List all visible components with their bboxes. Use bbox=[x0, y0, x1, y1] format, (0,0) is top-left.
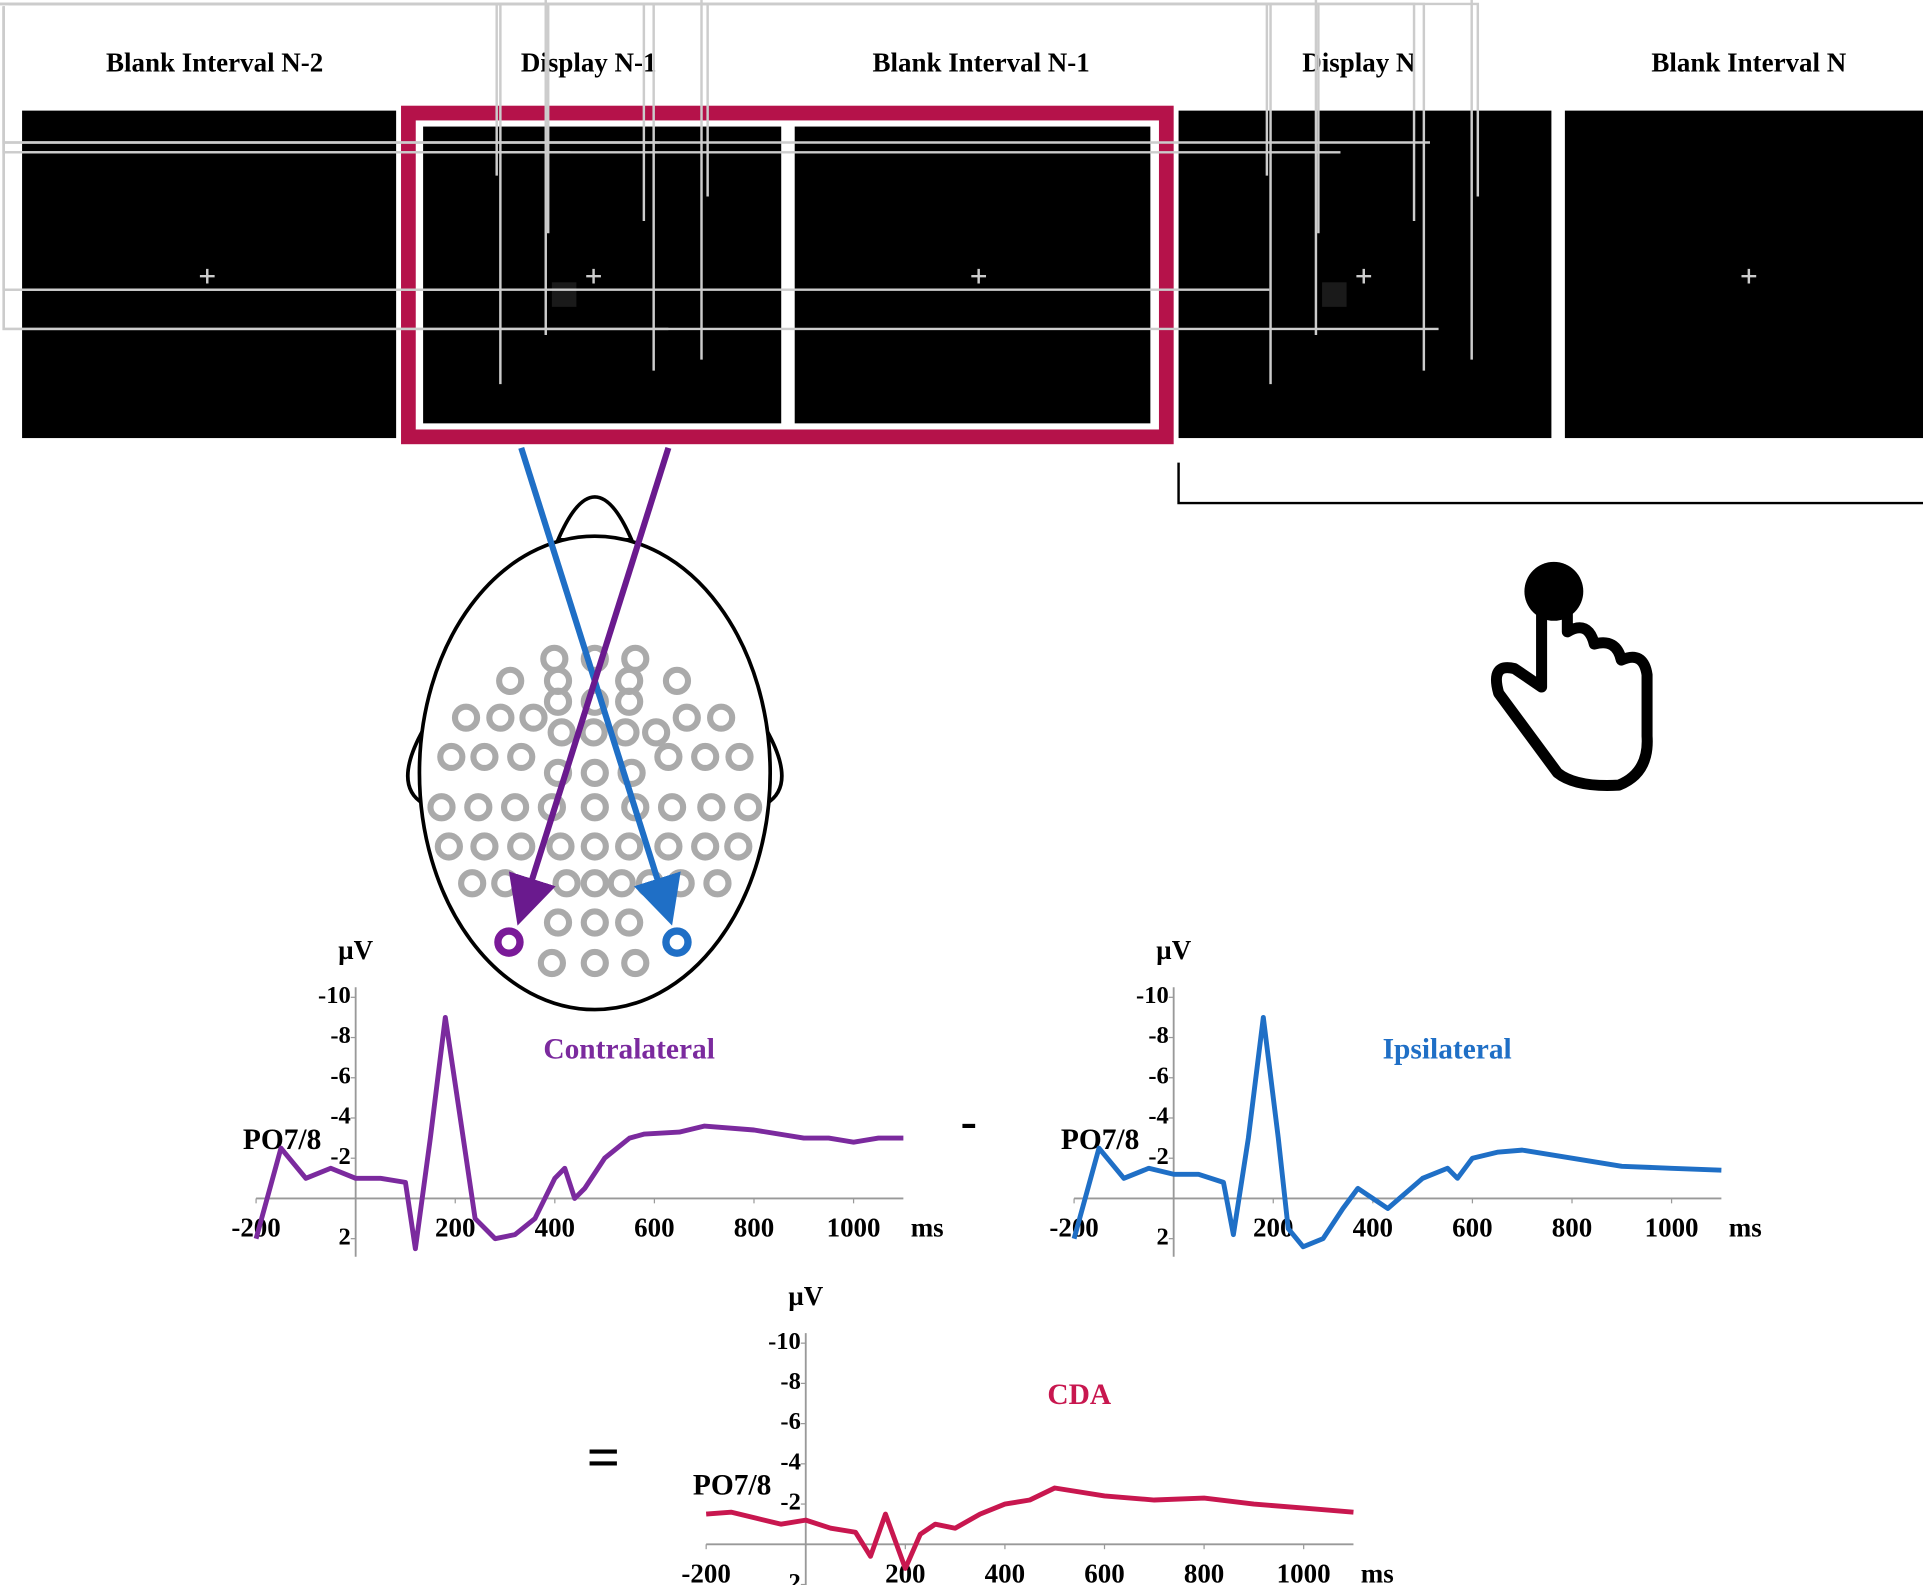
hand-icon bbox=[1496, 562, 1647, 786]
x-tick-label: 800 bbox=[734, 1213, 774, 1243]
y-label: µV bbox=[1156, 935, 1192, 965]
x-tick-label: 1000 bbox=[827, 1213, 881, 1243]
y-tick-label: 2 bbox=[789, 1569, 801, 1585]
x-tick-label: 600 bbox=[634, 1213, 674, 1243]
x-tick-label: 400 bbox=[535, 1213, 575, 1243]
y-tick-label: -10 bbox=[768, 1328, 801, 1355]
x-unit: ms bbox=[911, 1213, 944, 1243]
y-tick-label: -6 bbox=[330, 1062, 350, 1089]
chart-title: Contralateral bbox=[543, 1033, 715, 1065]
x-tick-label: 600 bbox=[1084, 1558, 1124, 1585]
x-tick-label: 600 bbox=[1452, 1213, 1492, 1243]
x-unit: ms bbox=[1729, 1213, 1762, 1243]
panel-label: Blank Interval N-2 bbox=[106, 47, 323, 77]
y-tick-label: -2 bbox=[780, 1489, 800, 1516]
panel-label: Blank Interval N-1 bbox=[872, 47, 1089, 77]
bracket bbox=[1179, 463, 1923, 503]
figure: Blank Interval N-2 Display N-1 Blank Int… bbox=[0, 0, 1923, 1585]
x-tick-label: 1000 bbox=[1277, 1558, 1331, 1585]
y-tick-label: -4 bbox=[330, 1103, 350, 1130]
y-tick-label: -6 bbox=[780, 1408, 800, 1435]
panel-label: Blank Interval N bbox=[1651, 47, 1846, 77]
panel-labels: Blank Interval N-2 Display N-1 Blank Int… bbox=[106, 47, 1847, 77]
y-tick-label: -10 bbox=[1136, 982, 1169, 1009]
y-tick-label: -8 bbox=[1148, 1022, 1168, 1049]
y-tick-label: -8 bbox=[780, 1368, 800, 1395]
screen bbox=[22, 111, 396, 438]
y-tick-label: -2 bbox=[330, 1143, 350, 1170]
y-tick-label: 2 bbox=[338, 1223, 350, 1250]
y-label: µV bbox=[338, 935, 374, 965]
y-tick-label: -8 bbox=[330, 1022, 350, 1049]
dark-square bbox=[1322, 282, 1347, 307]
screen bbox=[1565, 111, 1923, 438]
x-tick-label: 400 bbox=[1353, 1213, 1393, 1243]
y-tick-label: -10 bbox=[318, 982, 351, 1009]
chart-title: Ipsilateral bbox=[1383, 1033, 1512, 1065]
x-tick-label: 1000 bbox=[1645, 1213, 1699, 1243]
chart-title: CDA bbox=[1047, 1379, 1111, 1411]
x-tick-label: 800 bbox=[1184, 1558, 1224, 1585]
y-tick-label: -2 bbox=[1148, 1143, 1168, 1170]
y-tick-label: 2 bbox=[1156, 1223, 1168, 1250]
operator: = bbox=[587, 1425, 621, 1490]
y-tick-label: -4 bbox=[1148, 1103, 1168, 1130]
screen bbox=[423, 127, 781, 424]
y-tick-label: -6 bbox=[1148, 1062, 1168, 1089]
panel-label: Display N-1 bbox=[521, 47, 657, 77]
x-unit: ms bbox=[1361, 1558, 1394, 1585]
operator: - bbox=[961, 1093, 977, 1148]
x-tick-label: 200 bbox=[435, 1213, 475, 1243]
y-label: µV bbox=[788, 1281, 824, 1311]
x-tick-label: 400 bbox=[985, 1558, 1025, 1585]
dark-square bbox=[552, 282, 577, 307]
waveform bbox=[706, 1488, 1353, 1568]
channel-label: PO7/8 bbox=[693, 1470, 771, 1502]
x-tick-label: 800 bbox=[1552, 1213, 1592, 1243]
x-tick-label: -200 bbox=[681, 1558, 730, 1585]
y-tick-label: -4 bbox=[780, 1448, 800, 1475]
